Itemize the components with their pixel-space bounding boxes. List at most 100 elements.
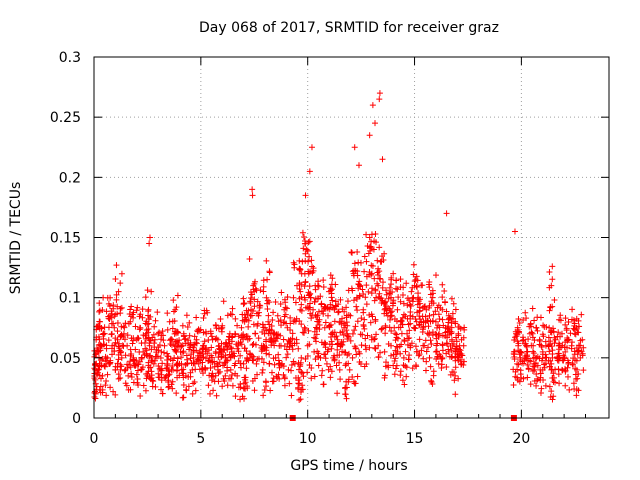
data-point — [446, 328, 453, 335]
data-point — [537, 366, 544, 373]
data-point — [380, 279, 387, 286]
data-point — [568, 345, 575, 352]
data-point — [191, 378, 198, 385]
data-point — [110, 388, 117, 395]
y-tick-label: 0.1 — [59, 291, 81, 307]
data-point — [114, 320, 121, 327]
data-point — [577, 337, 584, 344]
data-point — [311, 334, 318, 341]
data-point — [306, 168, 313, 175]
data-point — [345, 360, 352, 367]
data-point — [155, 370, 162, 377]
data-point — [461, 358, 468, 365]
data-point — [133, 371, 140, 378]
data-point — [193, 347, 200, 354]
data-point — [413, 273, 420, 280]
data-point — [293, 336, 300, 343]
data-point — [224, 312, 231, 319]
data-point — [408, 340, 415, 347]
data-point — [344, 322, 351, 329]
data-point — [210, 387, 217, 394]
data-point — [193, 340, 200, 347]
data-point — [402, 348, 409, 355]
data-points — [91, 90, 587, 403]
data-point — [531, 317, 538, 324]
data-point — [285, 366, 292, 373]
data-point — [363, 258, 370, 265]
data-point — [355, 162, 362, 169]
data-point — [331, 318, 338, 325]
x-tick-label: 15 — [406, 431, 424, 447]
data-point — [360, 291, 367, 298]
data-point — [336, 359, 343, 366]
data-point — [430, 300, 437, 307]
data-point — [534, 327, 541, 334]
data-point — [125, 361, 132, 368]
data-point — [139, 306, 146, 313]
data-point — [286, 380, 293, 387]
data-point — [392, 355, 399, 362]
data-point — [263, 257, 270, 264]
data-point — [412, 343, 419, 350]
data-point — [295, 366, 302, 373]
data-point — [532, 354, 539, 361]
data-point — [135, 381, 142, 388]
data-point — [540, 322, 547, 329]
data-point — [355, 259, 362, 266]
data-point — [130, 337, 137, 344]
chart-title: Day 068 of 2017, SRMTID for receiver gra… — [199, 20, 499, 36]
data-point — [270, 309, 277, 316]
data-point — [165, 372, 172, 379]
data-point — [430, 311, 437, 318]
data-point — [375, 272, 382, 279]
data-point — [408, 288, 415, 295]
data-point — [291, 264, 298, 271]
data-point — [320, 381, 327, 388]
data-point — [435, 360, 442, 367]
data-point — [364, 332, 371, 339]
data-point — [283, 346, 290, 353]
data-point — [371, 238, 378, 245]
data-point — [165, 377, 172, 384]
data-point — [120, 343, 127, 350]
data-point — [423, 358, 430, 365]
data-point — [281, 382, 288, 389]
data-point — [435, 311, 442, 318]
data-point — [247, 295, 254, 302]
data-point — [363, 301, 370, 308]
data-point — [514, 338, 521, 345]
data-point — [158, 386, 165, 393]
data-point — [324, 348, 331, 355]
data-point — [566, 386, 573, 393]
data-point — [406, 301, 413, 308]
data-point — [546, 307, 553, 314]
data-point — [281, 313, 288, 320]
data-point — [386, 324, 393, 331]
data-point — [328, 368, 335, 375]
data-point — [449, 353, 456, 360]
data-point — [452, 364, 459, 371]
data-point — [545, 334, 552, 341]
data-point — [307, 300, 314, 307]
data-point — [218, 328, 225, 335]
data-point — [377, 275, 384, 282]
data-point — [525, 366, 532, 373]
data-point — [108, 314, 115, 321]
data-point — [531, 363, 538, 370]
data-point — [399, 321, 406, 328]
data-point — [427, 363, 434, 370]
data-point — [254, 320, 261, 327]
data-point — [168, 336, 175, 343]
data-point — [362, 294, 369, 301]
data-point — [302, 278, 309, 285]
data-point — [302, 257, 309, 264]
data-point — [422, 367, 429, 374]
data-point — [241, 345, 248, 352]
data-point — [202, 365, 209, 372]
data-point — [379, 156, 386, 163]
data-point — [134, 304, 141, 311]
data-point — [327, 272, 334, 279]
data-point — [128, 370, 135, 377]
data-point — [121, 367, 128, 374]
data-point — [249, 377, 256, 384]
